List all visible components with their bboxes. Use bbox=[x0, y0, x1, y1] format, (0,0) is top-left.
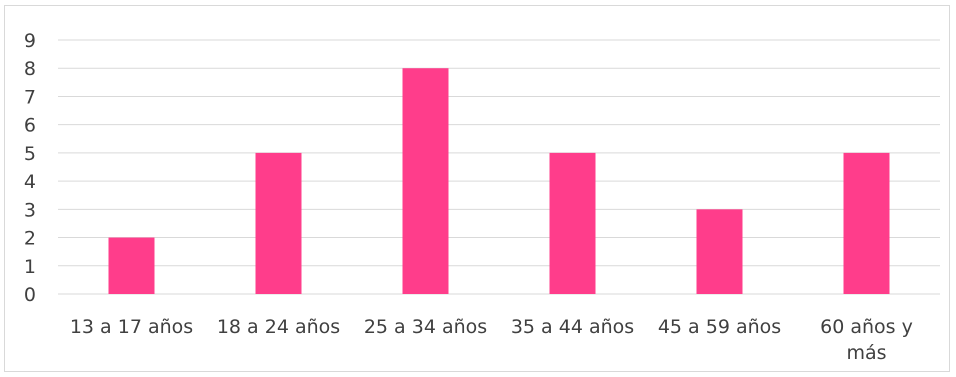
y-tick-label: 4 bbox=[24, 171, 36, 193]
x-tick-label: 18 a 24 años bbox=[217, 316, 340, 338]
chart-frame bbox=[4, 5, 950, 372]
x-tick-label: más bbox=[846, 342, 886, 364]
y-tick-label: 9 bbox=[24, 30, 36, 52]
y-tick-label: 7 bbox=[24, 86, 36, 108]
y-tick-label: 6 bbox=[24, 115, 36, 137]
x-tick-label: 45 a 59 años bbox=[658, 316, 781, 338]
bar bbox=[549, 152, 596, 294]
y-tick-label: 5 bbox=[24, 143, 36, 165]
x-tick-label: 13 a 17 años bbox=[70, 316, 193, 338]
bar bbox=[843, 152, 890, 294]
bar bbox=[402, 68, 449, 294]
y-tick-label: 2 bbox=[24, 228, 36, 250]
y-tick-label: 1 bbox=[24, 256, 36, 278]
x-tick-label: 60 años y bbox=[820, 316, 913, 338]
bar bbox=[108, 237, 155, 294]
y-tick-label: 0 bbox=[24, 284, 36, 306]
bar bbox=[255, 152, 302, 294]
bar bbox=[696, 209, 743, 294]
x-tick-label: 35 a 44 años bbox=[511, 316, 634, 338]
y-tick-label: 8 bbox=[24, 58, 36, 80]
x-tick-label: 25 a 34 años bbox=[364, 316, 487, 338]
y-tick-label: 3 bbox=[24, 199, 36, 221]
